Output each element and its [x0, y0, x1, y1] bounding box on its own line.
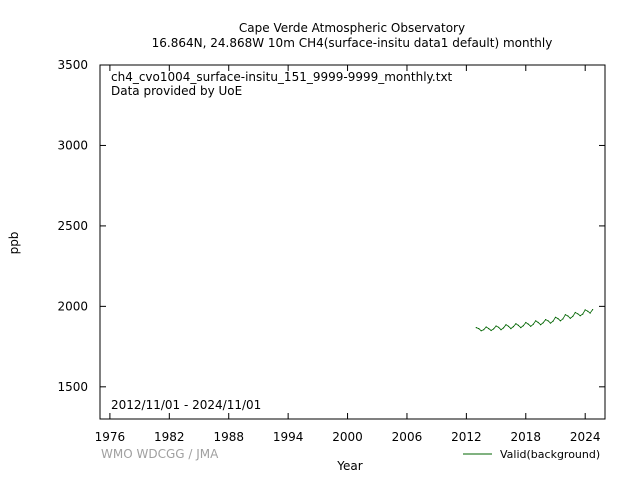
data-point [480, 330, 482, 332]
data-point [488, 328, 490, 330]
x-tick-label: 1976 [95, 430, 126, 444]
file-label: ch4_cvo1004_surface-insitu_151_9999-9999… [111, 70, 453, 84]
data-point [559, 320, 562, 322]
x-tick-label: 2018 [511, 430, 542, 444]
data-point [535, 320, 537, 322]
data-point [502, 327, 505, 329]
data-point [569, 317, 571, 319]
data-point [587, 310, 589, 312]
y-tick-label: 1500 [57, 380, 88, 394]
data-point [537, 321, 539, 324]
data-point [490, 329, 492, 332]
chart-subtitle: 16.864N, 24.868W 10m CH4(surface-insitu … [152, 36, 553, 50]
data-point [498, 326, 500, 328]
plot-frame [99, 64, 606, 420]
y-axis-label: ppb [7, 232, 21, 255]
data-point [510, 328, 512, 330]
data-point [532, 323, 534, 325]
x-axis-label: Year [336, 459, 362, 473]
data-point [552, 320, 554, 322]
data-point [493, 328, 495, 330]
tick-labels: 1500 2000 2500 3000 3500 1976 1982 1988 1994 2000… [57, 58, 600, 444]
x-tick-label: 2024 [570, 430, 601, 444]
data-point [589, 312, 591, 314]
watermark: WMO WDCGG / JMA [101, 447, 219, 461]
data-point [572, 315, 574, 317]
data-point [517, 324, 520, 326]
data-point [540, 324, 542, 326]
data-point [557, 318, 559, 320]
data-point [495, 325, 497, 327]
data-point [592, 309, 594, 311]
legend-label: Valid(background) [500, 448, 600, 461]
axis-ticks [100, 64, 605, 419]
data-point [542, 322, 544, 324]
y-tick-label: 3000 [57, 138, 88, 152]
data-point [567, 315, 569, 317]
data-point [475, 327, 477, 329]
data-point [530, 325, 532, 327]
data-point [515, 323, 517, 325]
data-point [520, 327, 522, 329]
data-point [478, 328, 480, 330]
period-label: 2012/11/01 - 2024/11/01 [111, 398, 261, 412]
x-tick-label: 1982 [154, 430, 185, 444]
data-point [574, 311, 576, 314]
data-point [500, 329, 502, 331]
provider-label: Data provided by UoE [111, 84, 242, 98]
data-point [545, 319, 547, 321]
data-point [554, 316, 557, 318]
x-tick-label: 1988 [213, 430, 244, 444]
series-line-0 [476, 309, 593, 332]
y-tick-label: 2000 [57, 299, 88, 313]
x-tick-label: 2006 [392, 430, 423, 444]
y-tick-label: 2500 [57, 219, 88, 233]
chart-title: Cape Verde Atmospheric Observatory [239, 21, 465, 35]
x-tick-label: 1994 [273, 430, 304, 444]
data-point [483, 329, 485, 331]
data-point [512, 326, 515, 328]
data-point [562, 318, 564, 320]
x-tick-label: 2012 [451, 430, 482, 444]
data-point [564, 314, 567, 316]
data-point [577, 313, 579, 315]
x-tick-label: 2000 [332, 430, 363, 444]
data-point [584, 309, 586, 311]
data-point [527, 323, 529, 325]
data-point [505, 324, 507, 326]
data-point [507, 325, 510, 327]
data-point [579, 315, 581, 317]
data-point [525, 321, 527, 324]
data-point [522, 325, 524, 327]
series-layer [475, 309, 594, 332]
data-point [549, 322, 552, 324]
data-point [485, 326, 487, 328]
data-point [547, 320, 549, 322]
data-point [582, 313, 584, 315]
y-tick-label: 3500 [57, 58, 88, 72]
